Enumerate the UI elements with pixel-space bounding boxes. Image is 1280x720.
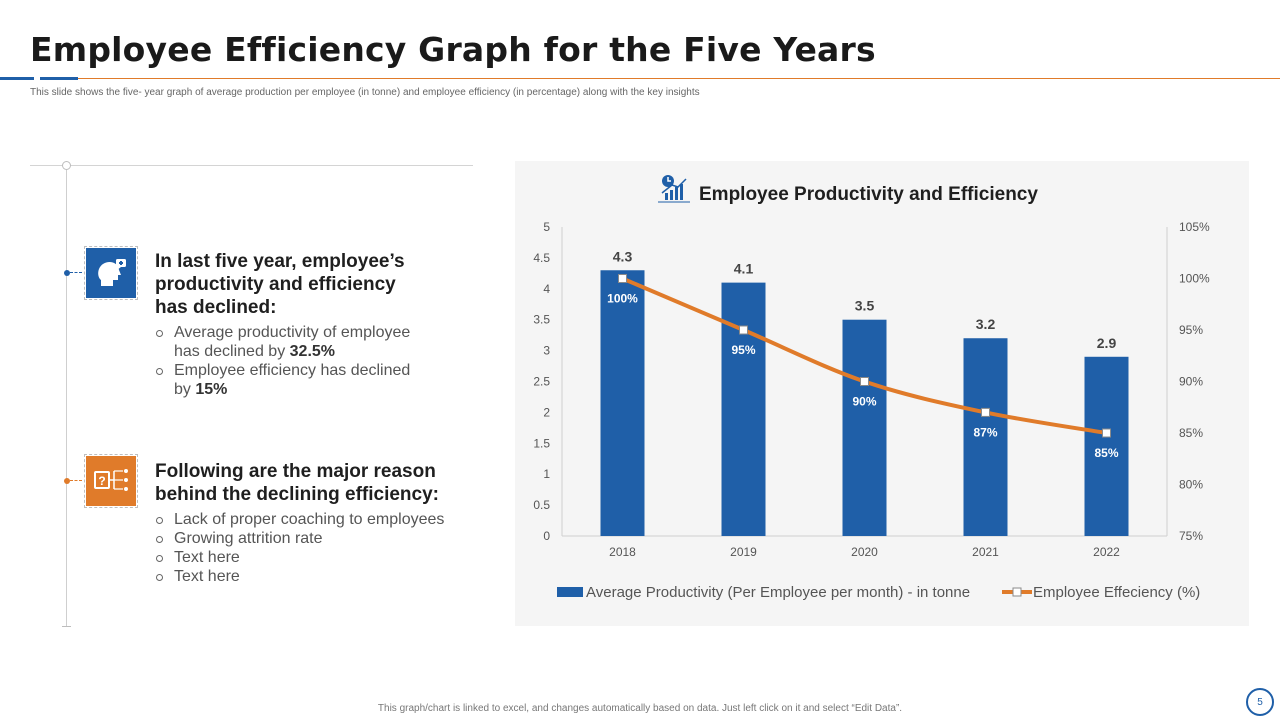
page-number: 5: [1246, 688, 1274, 716]
section-2-bullets: Lack of proper coaching to employees Gro…: [155, 510, 475, 586]
line-data-label: 100%: [607, 292, 638, 306]
list-item: Lack of proper coaching to employees: [155, 510, 475, 529]
section-1-icon-box: [86, 248, 136, 298]
left-panel-divider: [30, 165, 473, 166]
list-item: Text here: [155, 567, 475, 586]
timeline-dot-1: [64, 270, 70, 276]
slide-title: Employee Efficiency Graph for the Five Y…: [30, 30, 876, 69]
y-right-tick-label: 75%: [1179, 529, 1203, 543]
question-list-icon: ?: [94, 469, 128, 491]
y-left-tick-label: 5: [543, 220, 550, 234]
bar-data-label: 4.1: [734, 261, 754, 277]
timeline-top-node: [62, 161, 71, 170]
svg-text:?: ?: [98, 474, 105, 488]
y-right-tick-label: 80%: [1179, 478, 1203, 492]
line-marker: [860, 377, 869, 386]
bar: [721, 282, 766, 536]
y-left-tick-label: 3: [543, 344, 550, 358]
y-left-tick-label: 0.5: [533, 498, 550, 512]
timeline-line: [66, 165, 67, 626]
section-1-heading: In last five year, employee’s productivi…: [155, 251, 405, 318]
line-marker: [618, 274, 627, 283]
y-right-tick-label: 100%: [1179, 272, 1210, 286]
bar-data-label: 2.9: [1097, 335, 1117, 351]
chart-title-icon: [658, 175, 690, 203]
bar: [600, 270, 645, 536]
line-data-label: 90%: [852, 395, 876, 409]
timeline-connector-1: [70, 272, 82, 275]
y-left-tick-label: 2.5: [533, 375, 550, 389]
list-item: Employee efficiency has declined by 15%: [155, 361, 455, 399]
x-tick-label: 2018: [609, 545, 636, 559]
section-2-heading: Following are the major reason behind th…: [155, 461, 439, 505]
x-tick-label: 2022: [1093, 545, 1120, 559]
y-left-tick-label: 4.5: [533, 251, 550, 265]
line-series: 100% 95% 90% 87% 85%: [607, 274, 1119, 460]
y-right-tick-label: 90%: [1179, 375, 1203, 389]
title-rule: [0, 78, 1280, 79]
y-left-tick-label: 0: [543, 529, 550, 543]
line-data-label: 85%: [1094, 446, 1118, 460]
line-data-label: 95%: [731, 343, 755, 357]
chart-panel[interactable]: Employee Productivity and Efficiency 0 0.…: [515, 161, 1249, 626]
timeline-connector-2: [70, 480, 82, 483]
y-left-tick-label: 1: [543, 467, 550, 481]
section-1-bullets: Average productivity of employee has dec…: [155, 323, 455, 399]
legend-line-marker: [1012, 587, 1022, 597]
chart-axes: 00.511.522.533.544.5575%80%85%90%95%100%…: [533, 220, 1210, 559]
list-item: Growing attrition rate: [155, 529, 475, 548]
bar: [1084, 356, 1129, 536]
y-right-tick-label: 105%: [1179, 220, 1210, 234]
legend-bar-label: Average Productivity (Per Employee per m…: [586, 584, 970, 601]
footer-note: This graph/chart is linked to excel, and…: [377, 703, 903, 714]
bar-data-label: 3.5: [855, 298, 875, 314]
line-marker: [981, 407, 990, 417]
legend-line-label: Employee Effeciency (%): [1033, 584, 1200, 601]
chart-legend: Average Productivity (Per Employee per m…: [557, 584, 1200, 601]
y-left-tick-label: 1.5: [533, 436, 550, 450]
bar-data-label: 4.3: [613, 248, 633, 264]
slide-subtitle: This slide shows the five- year graph of…: [30, 87, 700, 98]
bar-data-label: 3.2: [976, 316, 996, 332]
x-tick-label: 2020: [851, 545, 878, 559]
y-right-tick-label: 95%: [1179, 323, 1203, 337]
list-item: Text here: [155, 548, 475, 567]
line-marker: [1102, 428, 1111, 438]
head-thought-icon: [98, 259, 126, 286]
bar-series: 4.3 4.1 3.5 3.2 2.9: [600, 248, 1129, 536]
list-item: Average productivity of employee has dec…: [155, 323, 455, 361]
y-left-tick-label: 3.5: [533, 313, 550, 327]
line-marker: [739, 325, 748, 335]
legend-bar-swatch: [557, 587, 583, 597]
bar: [842, 319, 887, 536]
x-tick-label: 2021: [972, 545, 999, 559]
y-right-tick-label: 85%: [1179, 426, 1203, 440]
productivity-efficiency-chart[interactable]: Employee Productivity and Efficiency 0 0.…: [515, 161, 1249, 626]
line-data-label: 87%: [973, 425, 997, 439]
y-left-tick-label: 4: [543, 282, 550, 296]
x-tick-label: 2019: [730, 545, 757, 559]
timeline-dot-2: [64, 478, 70, 484]
section-2-icon-box: ?: [86, 456, 136, 506]
chart-title: Employee Productivity and Efficiency: [699, 184, 1038, 205]
y-left-tick-label: 2: [543, 405, 550, 419]
bar: [963, 338, 1008, 536]
